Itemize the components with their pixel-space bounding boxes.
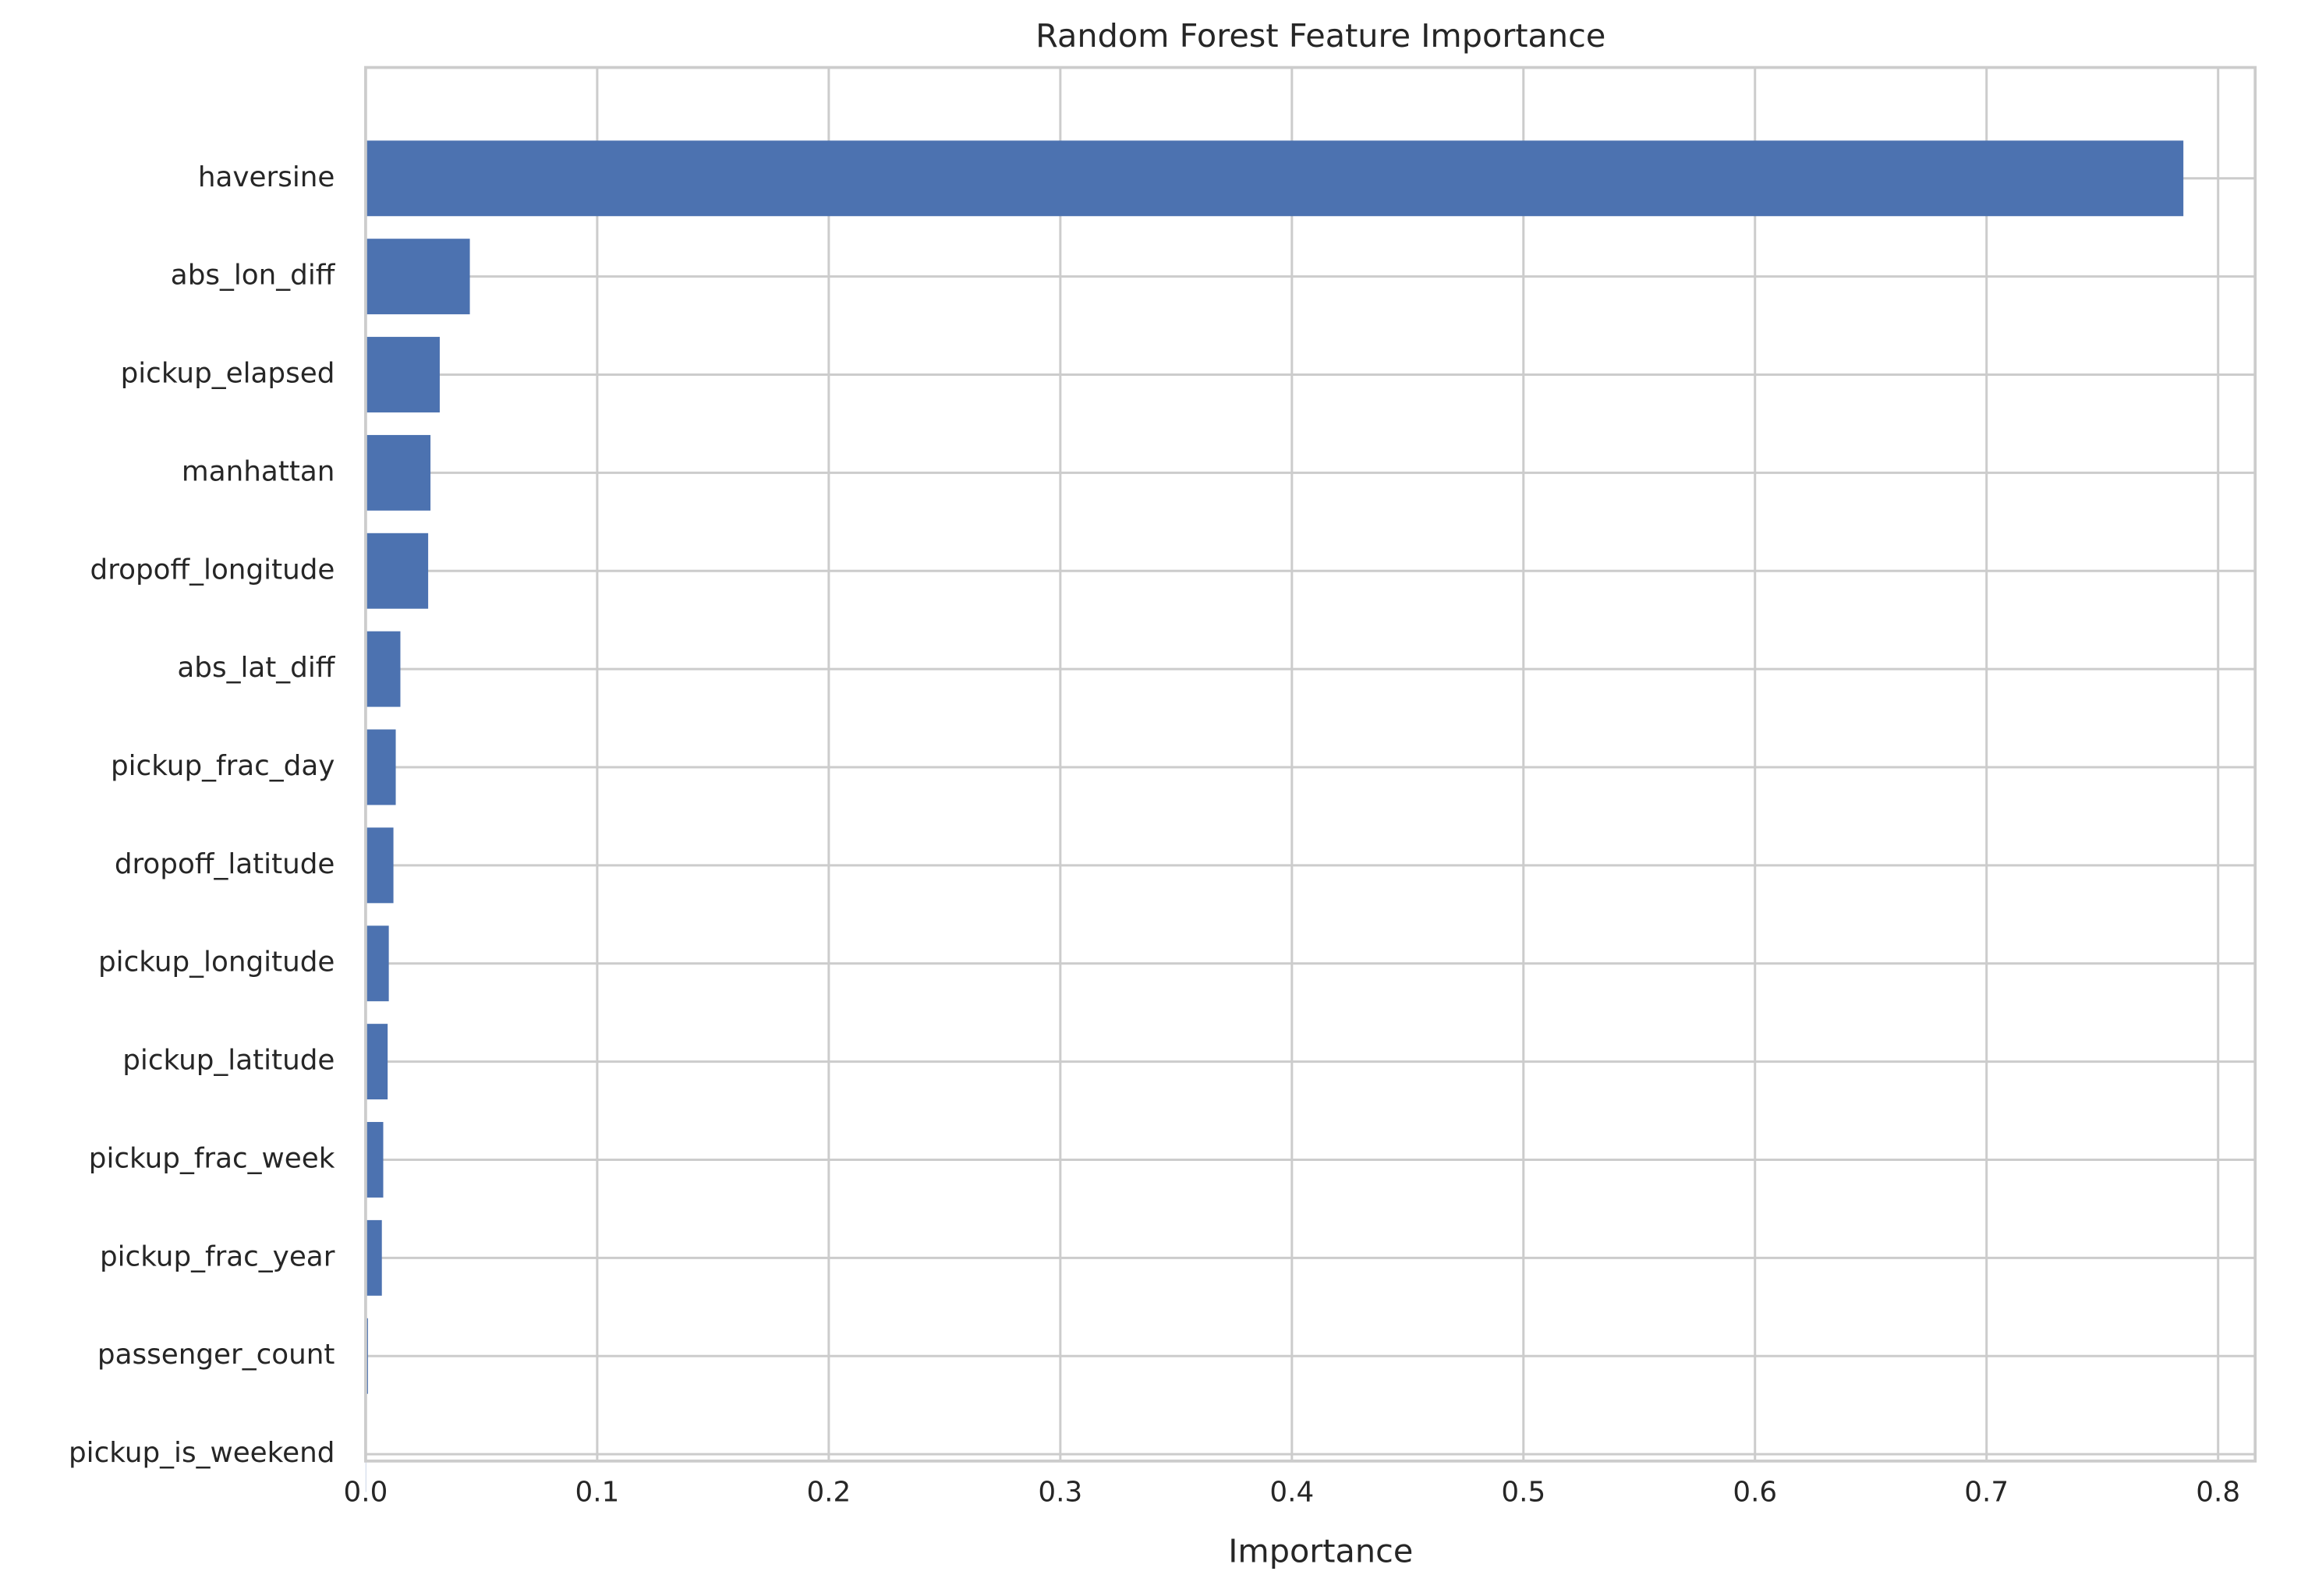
bar — [365, 434, 431, 511]
y-tick-label: manhattan — [182, 455, 335, 487]
bar — [365, 827, 394, 904]
y-tick-label: pickup_elapsed — [121, 358, 335, 390]
y-tick-label: passenger_count — [97, 1339, 335, 1371]
y-tick-label: pickup_latitude — [122, 1045, 335, 1077]
bar — [365, 925, 389, 1002]
bar — [365, 533, 429, 609]
x-tick-label: 0.2 — [806, 1476, 851, 1508]
x-tick-label: 0.5 — [1501, 1476, 1545, 1508]
bar — [365, 239, 470, 315]
y-tick-label: dropoff_longitude — [90, 554, 335, 586]
x-tick-label: 0.1 — [575, 1476, 619, 1508]
x-tick-label: 0.7 — [1964, 1476, 2009, 1508]
y-tick-label: abs_lon_diff — [171, 260, 336, 292]
y-tick-label: pickup_is_weekend — [69, 1437, 335, 1469]
y-tick-label: dropoff_latitude — [115, 848, 335, 880]
plot-frame — [364, 65, 2257, 1463]
y-tick-label: pickup_longitude — [98, 947, 335, 978]
bar — [365, 337, 440, 412]
y-tick-label: pickup_frac_year — [100, 1240, 335, 1272]
x-tick-label: 0.0 — [344, 1476, 388, 1508]
y-tick-label: pickup_frac_week — [89, 1142, 335, 1174]
y-tick-label: abs_lat_diff — [177, 652, 335, 684]
y-tick-label: pickup_frac_day — [111, 750, 335, 782]
y-tick-label: haversine — [198, 161, 335, 193]
bar — [365, 631, 401, 707]
x-tick-label: 0.4 — [1269, 1476, 1314, 1508]
bar — [365, 1024, 388, 1100]
x-tick-label: 0.8 — [2196, 1476, 2240, 1508]
bar — [365, 140, 2184, 217]
chart-title: Random Forest Feature Importance — [1035, 17, 1605, 55]
x-axis-label: Importance — [1228, 1532, 1413, 1569]
bar — [365, 1219, 382, 1296]
bar — [365, 729, 396, 805]
bar — [365, 1122, 384, 1198]
x-tick-label: 0.3 — [1038, 1476, 1082, 1508]
x-tick-label: 0.6 — [1733, 1476, 1777, 1508]
